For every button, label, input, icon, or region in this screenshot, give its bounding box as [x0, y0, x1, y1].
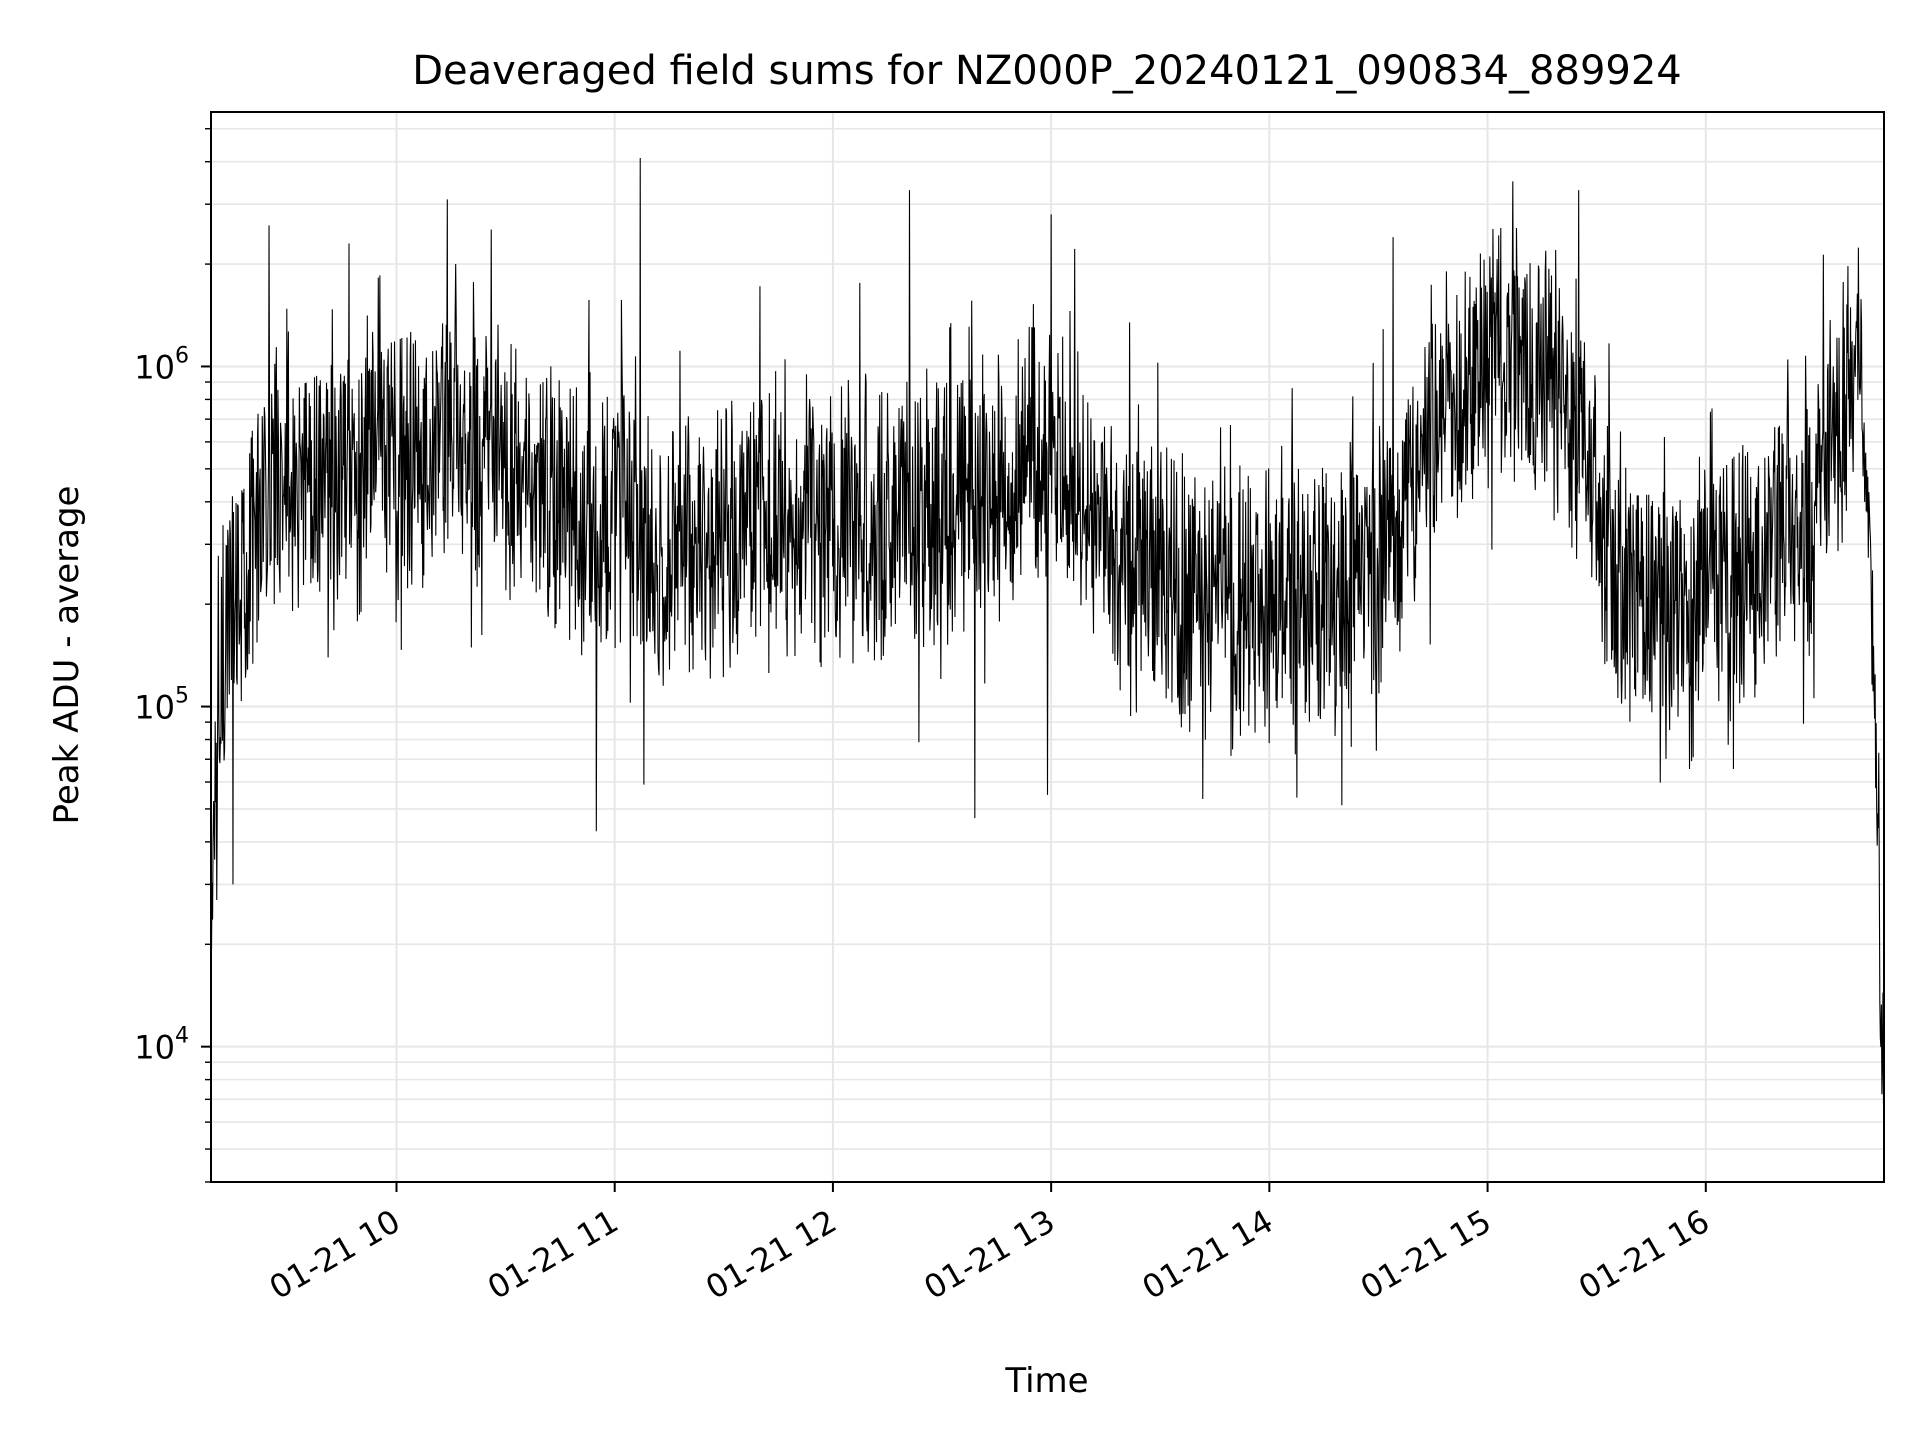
y-tick-label: 106 [134, 343, 189, 386]
chart-title: Deaveraged field sums for NZ000P_2024012… [412, 48, 1682, 94]
plot-frame [210, 111, 1885, 1183]
plot-area [210, 158, 1885, 1135]
series-line [210, 158, 1885, 1135]
x-axis-label: Time [1004, 1361, 1088, 1401]
y-tick-exponent: 6 [175, 343, 189, 368]
y-tick-exponent: 5 [175, 684, 189, 709]
y-tick-base: 10 [134, 689, 175, 727]
y-tick-label: 105 [134, 684, 189, 727]
y-tick-label: 104 [134, 1024, 189, 1067]
y-tick-exponent: 4 [175, 1024, 189, 1049]
y-tick-base: 10 [134, 1029, 175, 1067]
y-axis-label: Peak ADU - average [47, 486, 87, 825]
y-tick-base: 10 [134, 348, 175, 386]
